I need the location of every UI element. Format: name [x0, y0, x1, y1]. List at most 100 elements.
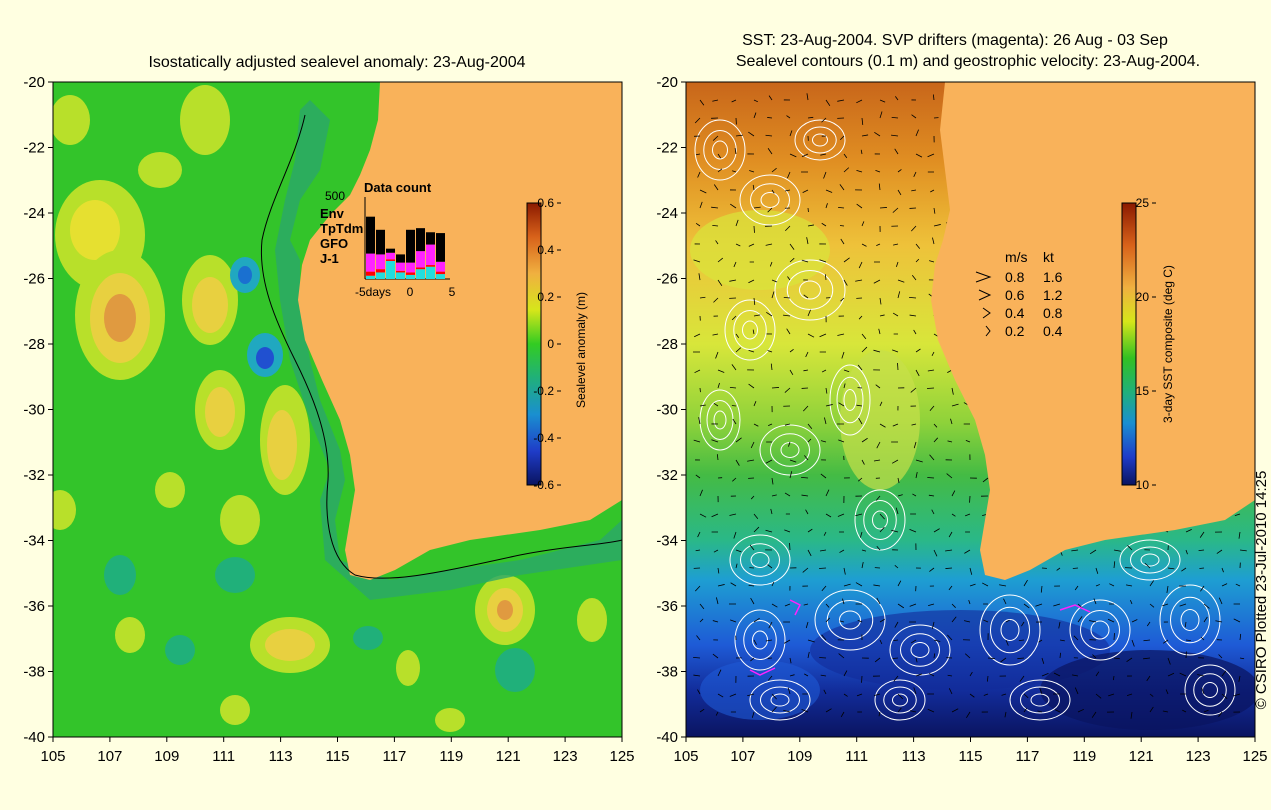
left-lat-tick: -38: [23, 664, 45, 681]
drifter-track-2: [749, 667, 776, 676]
colorbar-tick: -0.2: [533, 384, 554, 398]
inset-bar-segment: [436, 261, 445, 272]
left-map-panel: Isostatically adjusted sealevel anomaly:…: [23, 54, 634, 765]
left-lat-tick: -34: [23, 533, 45, 550]
colorbar-tick: -0.4: [533, 431, 554, 445]
right-lat-tick: -40: [656, 729, 678, 746]
left-lon-tick: 121: [496, 748, 521, 765]
inset-bar-segment: [426, 232, 435, 245]
left-colorbar: 0.6 0.4 0.2 0 -0.2 -0.4 -0.6 Sealevel anomaly …: [526, 196, 588, 492]
inset-xtick-1: 0: [407, 285, 414, 299]
inset-legend-j-1: J-1: [320, 251, 339, 266]
right-lon-axis: 105 107 109 111 113 115 117 119 121 123 125: [673, 737, 1268, 765]
right-colorbar: 25 20 15 10 3-day SST composite (deg C): [1121, 196, 1175, 492]
sealevel-contours: [694, 119, 1236, 721]
right-lon-tick: 125: [1242, 748, 1267, 765]
inset-legend-tptdm: TpTdm: [320, 221, 363, 236]
inset-bar-segment: [376, 272, 385, 279]
inset-bar-segment: [416, 251, 425, 268]
left-colorbar-label: Sealevel anomaly (m): [574, 292, 588, 408]
left-lat-tick: -26: [23, 271, 45, 288]
velocity-legend-kt-value: 1.6: [1043, 269, 1063, 285]
right-lon-tick: 111: [845, 748, 868, 765]
velocity-legend-kt-header: kt: [1043, 249, 1054, 265]
sst-field: [686, 82, 1255, 737]
right-map-title-line2: Sealevel contours (0.1 m) and geostrophi…: [736, 53, 1200, 70]
left-lat-tick: -30: [23, 402, 45, 419]
inset-bar-segment: [366, 216, 375, 254]
inset-bar-segment: [376, 254, 385, 270]
inset-ymax-label: 500: [325, 189, 345, 203]
velocity-legend-kt-value: 1.2: [1043, 287, 1063, 303]
drifter-track-1: [789, 599, 802, 616]
inset-bar-segment: [376, 229, 385, 255]
inset-legend-gfo: GFO: [320, 236, 348, 251]
colorbar-tick: 10: [1136, 478, 1150, 492]
velocity-legend-ms-value: 0.6: [1005, 287, 1025, 303]
right-lon-tick: 113: [902, 748, 926, 765]
velocity-legend-kt-value: 0.4: [1043, 323, 1063, 339]
left-lon-tick: 115: [326, 748, 350, 765]
right-lat-tick: -24: [656, 205, 678, 222]
right-lat-tick: -38: [656, 664, 678, 681]
velocity-legend-arrow: [985, 325, 991, 337]
right-lat-tick: -28: [656, 336, 678, 353]
velocity-legend-ms-value: 0.4: [1005, 305, 1025, 321]
drifter-track-3: [1059, 604, 1091, 613]
right-lat-tick: -30: [656, 402, 678, 419]
right-lon-tick: 109: [787, 748, 812, 765]
left-map-title: Isostatically adjusted sealevel anomaly:…: [148, 54, 525, 71]
right-lat-tick: -22: [656, 140, 678, 157]
inset-bar-segment: [416, 269, 425, 279]
left-lon-tick: 125: [609, 748, 634, 765]
colorbar-tick: 15: [1136, 384, 1150, 398]
inset-bar-segment: [396, 272, 405, 279]
left-lat-axis: -20 -22 -24 -26 -28 -30 -32 -34 -36 -38 -40: [23, 74, 53, 746]
left-lon-tick: 119: [439, 748, 463, 765]
inset-bar-segment: [436, 271, 445, 275]
right-lat-tick: -34: [656, 533, 678, 550]
right-lon-tick: 105: [673, 748, 698, 765]
inset-bar-segment: [396, 262, 405, 271]
inset-title: Data count: [364, 180, 432, 195]
velocity-legend: m/s kt 0.8 1.6 0.6 1.2 0.4 0.8 0.2 0.4: [975, 249, 1063, 339]
inset-xtick-0: -5days: [355, 285, 391, 299]
velocity-legend-arrow: [982, 307, 991, 319]
inset-bar-segment: [406, 272, 415, 275]
right-lat-axis: -20 -22 -24 -26 -28 -30 -32 -34 -36 -38 -40: [656, 74, 686, 746]
left-lat-tick: -28: [23, 336, 45, 353]
left-lon-tick: 117: [382, 748, 406, 765]
inset-bar-segment: [436, 274, 445, 279]
right-lon-tick: 119: [1072, 748, 1096, 765]
right-map-title-line1: SST: 23-Aug-2004. SVP drifters (magenta)…: [742, 32, 1168, 49]
right-map-panel: SST: 23-Aug-2004. SVP drifters (magenta)…: [656, 32, 1267, 765]
left-lat-tick: -36: [23, 598, 45, 615]
right-lat-tick: -32: [656, 467, 678, 484]
velocity-legend-ms-value: 0.2: [1005, 323, 1025, 339]
inset-bar-segment: [366, 271, 375, 276]
inset-bar-segment: [416, 267, 425, 270]
left-lat-tick: -20: [23, 74, 45, 91]
colorbar-tick: 0.4: [537, 243, 554, 257]
inset-bar-segment: [426, 244, 435, 266]
copyright-text: © CSIRO Plotted 23-Jul-2010 14:25: [1253, 471, 1270, 710]
left-lat-tick: -40: [23, 729, 45, 746]
left-lon-tick: 109: [154, 748, 179, 765]
colorbar-tick: 0.2: [537, 290, 554, 304]
colorbar-tick: 20: [1136, 290, 1150, 304]
left-lon-tick: 105: [40, 748, 65, 765]
inset-bar-segment: [366, 253, 375, 272]
inset-bar-segment: [386, 252, 395, 260]
velocity-legend-kt-value: 0.8: [1043, 305, 1063, 321]
velocity-legend-ms-value: 0.8: [1005, 269, 1025, 285]
colorbar-tick: -0.6: [533, 478, 554, 492]
velocity-legend-ms-header: m/s: [1005, 249, 1028, 265]
colorbar-tick: 25: [1136, 196, 1150, 210]
colorbar-tick: 0: [547, 337, 554, 351]
velocity-legend-arrow: [978, 289, 992, 301]
inset-bar-segment: [406, 274, 415, 279]
left-lon-tick: 123: [553, 748, 578, 765]
inset-bar-segment: [396, 270, 405, 273]
